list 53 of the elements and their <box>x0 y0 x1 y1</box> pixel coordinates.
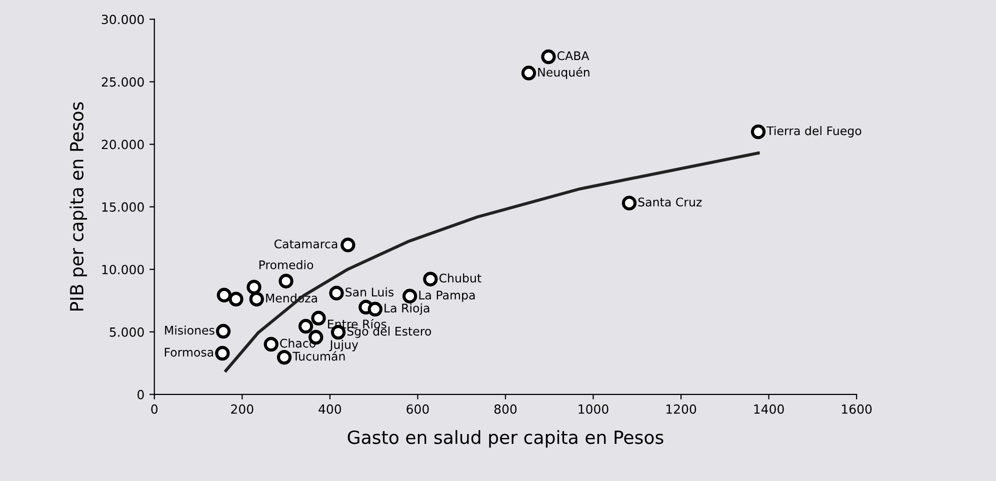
annotation: La Rioja <box>384 303 430 315</box>
annotation: La Pampa <box>419 290 475 302</box>
annotation: CABA <box>557 51 590 60</box>
point <box>228 292 244 306</box>
point <box>278 274 294 288</box>
y-tick-label: 15.000 <box>102 202 144 212</box>
y-tick-label: 25.000 <box>102 77 144 87</box>
point <box>622 196 637 210</box>
annotation: San Luis <box>346 287 394 297</box>
point <box>329 286 344 300</box>
y-axis-title: PIB per capita en Pesos <box>70 102 88 311</box>
x-axis-title: Gasto en salud per capita en Pesos <box>348 430 664 448</box>
point <box>298 318 314 334</box>
annotation: Tucumán <box>292 351 345 361</box>
point <box>249 292 264 306</box>
point <box>340 238 356 252</box>
annotation: Formosa <box>164 348 213 357</box>
annotation: Chubut <box>439 273 482 283</box>
point <box>264 336 278 352</box>
annotation: Misiones <box>165 326 214 335</box>
x-tick-label: 800 <box>494 404 517 414</box>
point <box>216 324 231 339</box>
y-tick-label: 30.000 <box>102 14 144 24</box>
y-tick-label: 20.000 <box>102 140 144 150</box>
annotation: Neuquén <box>538 67 590 79</box>
x-tick-label: 1200 <box>666 404 696 414</box>
x-tick-label: 0 <box>151 404 158 414</box>
y-tick-label: 10.000 <box>102 264 144 274</box>
point <box>402 288 418 304</box>
point <box>246 280 262 294</box>
point <box>368 302 382 316</box>
x-tick-label: 1000 <box>578 404 608 414</box>
x-tick-label: 400 <box>318 404 342 414</box>
point <box>541 49 556 64</box>
point <box>750 124 766 140</box>
x-tick-label: 200 <box>231 404 254 414</box>
x-tick-label: 1600 <box>842 404 872 414</box>
point <box>215 346 230 361</box>
y-tick-label: 0 <box>138 390 144 400</box>
annotation: Tierra del Fuego <box>766 126 862 138</box>
x-tick-label: 600 <box>406 404 429 414</box>
point <box>216 288 232 302</box>
x-tick-label: 1400 <box>754 404 784 414</box>
point <box>276 350 292 365</box>
line-series <box>224 152 760 372</box>
point <box>311 310 326 326</box>
annotation: Santa Cruz <box>638 198 702 207</box>
point <box>521 66 536 80</box>
annotation: Catamarca <box>274 239 338 248</box>
annotation: Promedio <box>259 260 314 270</box>
annotation: Jujuy <box>329 340 358 352</box>
point <box>423 272 438 286</box>
y-tick-label: 5.000 <box>110 327 144 337</box>
